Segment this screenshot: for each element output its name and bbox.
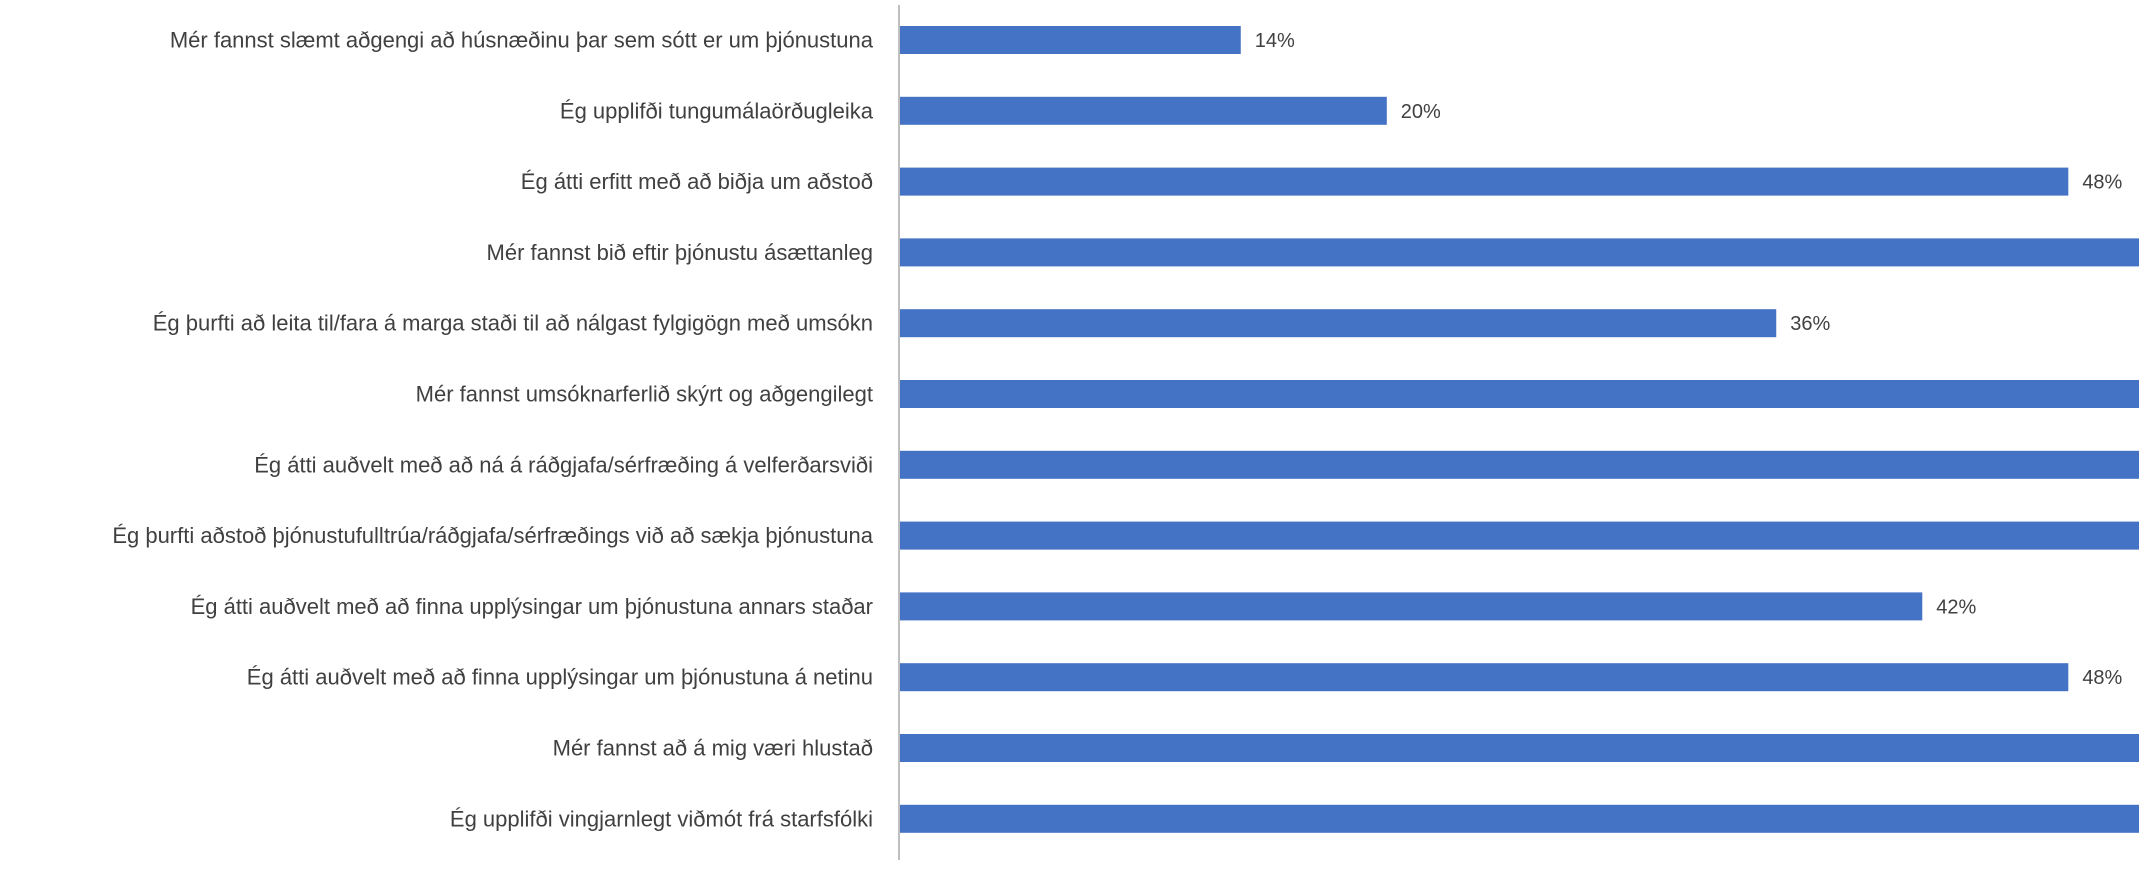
bar (900, 450, 2139, 479)
data-label: 48% (2082, 172, 2122, 194)
category-label: Ég átti auðvelt með að finna upplýsingar… (247, 665, 873, 690)
bar (900, 663, 2069, 692)
data-label: 42% (1936, 596, 1976, 618)
category-label: Ég upplifði tungumálaörðugleika (560, 98, 874, 123)
category-label: Ég þurfti að leita til/fara á marga stað… (153, 311, 873, 336)
data-label: 48% (2082, 667, 2122, 689)
bar (900, 804, 2139, 833)
data-label: 36% (1790, 313, 1830, 335)
category-label: Mér fannst slæmt aðgengi að húsnæðinu þa… (170, 28, 874, 53)
bar (900, 238, 2139, 267)
category-label: Ég þurfti aðstoð þjónustufulltrúa/ráðgja… (112, 523, 873, 548)
category-label: Mér fannst að á mig væri hlustað (553, 736, 873, 761)
bar (900, 592, 1923, 621)
bar (900, 309, 1777, 338)
category-label: Ég upplifði vingjarnlegt viðmót frá star… (450, 806, 873, 831)
bar (900, 734, 2139, 762)
data-label: 20% (1401, 101, 1441, 123)
data-label: 14% (1255, 30, 1295, 52)
category-label: Mér fannst umsóknarferlið skýrt og aðgen… (416, 382, 873, 407)
bar (900, 96, 1387, 125)
category-label: Ég átti auðvelt með að finna upplýsingar… (191, 594, 873, 619)
bar (900, 167, 2069, 196)
category-label: Mér fannst bið eftir þjónustu ásættanleg (487, 240, 873, 265)
bar (900, 380, 2139, 408)
bar (900, 521, 2139, 550)
category-label: Ég átti auðvelt með að ná á ráðgjafa/sér… (254, 452, 873, 477)
category-label: Ég átti erfitt með að biðja um aðstoð (521, 169, 873, 194)
bar (900, 26, 1241, 54)
